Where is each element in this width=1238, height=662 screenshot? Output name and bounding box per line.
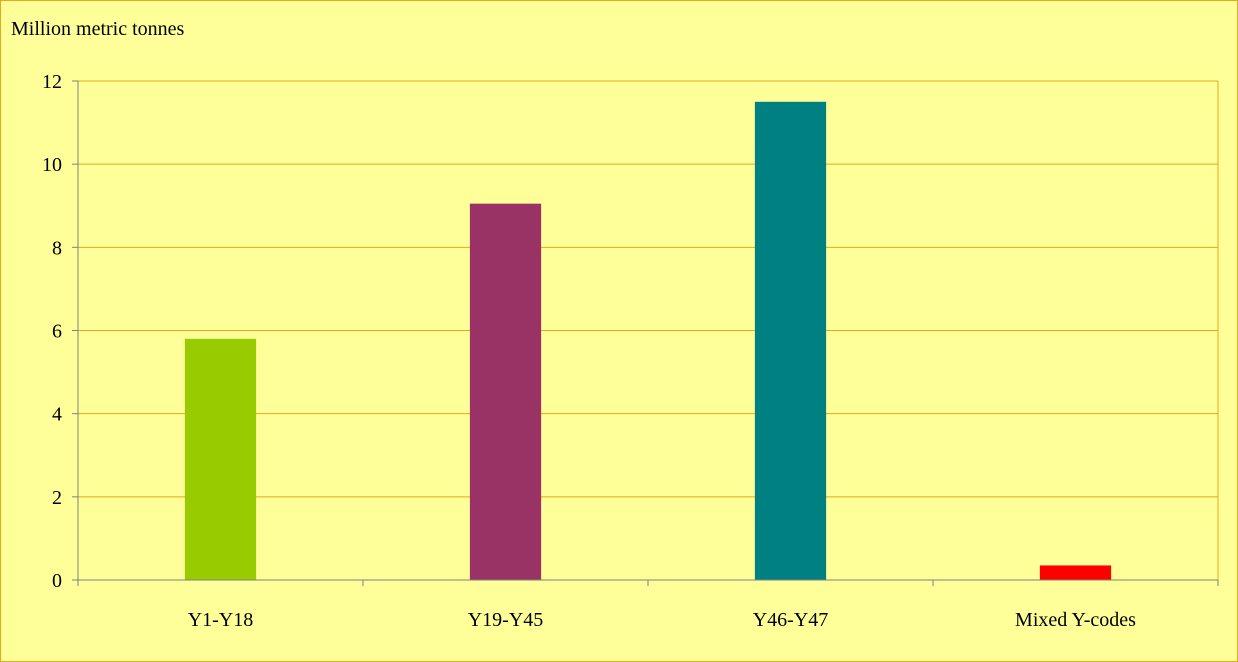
x-category-label: Y1-Y18 <box>188 609 254 631</box>
y-tick-label: 6 <box>52 321 62 343</box>
y-tick-label: 2 <box>52 487 62 509</box>
x-category-label: Y19-Y45 <box>468 609 544 631</box>
y-tick-label: 4 <box>52 404 62 426</box>
y-tick-label: 0 <box>52 570 62 592</box>
y-tick-label: 8 <box>52 237 62 259</box>
x-category-label: Y46-Y47 <box>753 609 829 631</box>
bar <box>754 101 827 581</box>
y-tick-label: 12 <box>42 71 62 93</box>
bar <box>184 338 257 580</box>
y-tick-label: 10 <box>42 154 62 176</box>
bar <box>469 203 542 580</box>
x-category-label: Mixed Y-codes <box>1015 609 1136 631</box>
bar <box>1039 565 1112 580</box>
y-unit-label: Million metric tonnes <box>11 18 185 40</box>
